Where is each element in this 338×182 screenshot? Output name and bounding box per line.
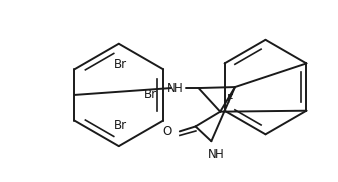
Text: Br: Br — [114, 58, 127, 70]
Text: N: N — [167, 82, 176, 94]
Text: H: H — [174, 82, 183, 94]
Text: O: O — [163, 125, 172, 138]
Text: Br: Br — [144, 88, 157, 101]
Text: Br: Br — [114, 119, 127, 132]
Text: H: H — [215, 148, 224, 161]
Text: F: F — [226, 93, 233, 106]
Text: N: N — [208, 148, 217, 161]
